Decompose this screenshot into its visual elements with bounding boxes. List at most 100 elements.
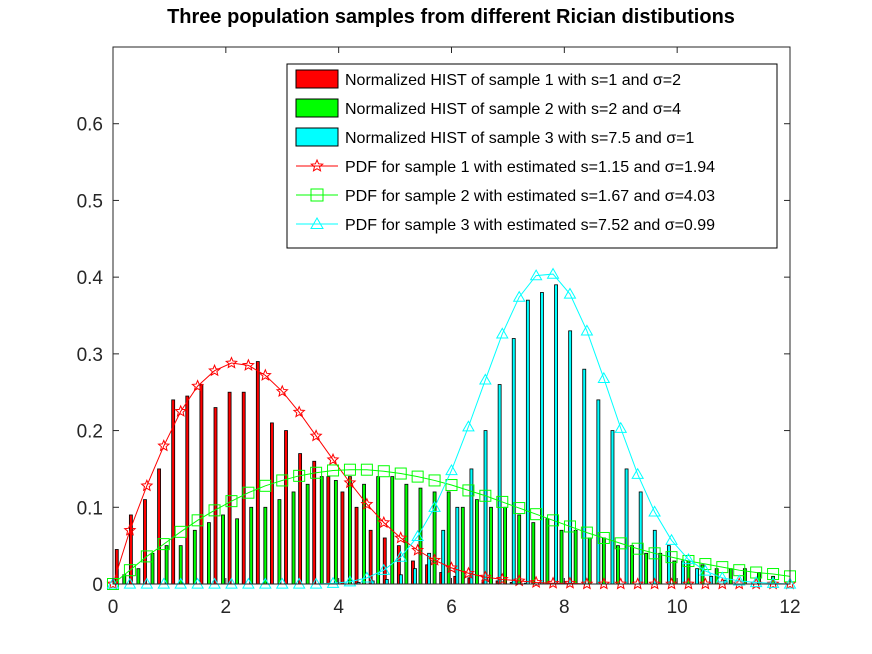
hist-bar <box>255 361 260 585</box>
data-point <box>428 553 442 566</box>
data-point <box>665 577 679 590</box>
data-point <box>242 577 255 589</box>
data-point <box>513 502 526 515</box>
data-point <box>310 466 323 479</box>
hist-bar <box>185 395 190 585</box>
data-point <box>614 577 628 590</box>
data-point <box>258 577 272 589</box>
legend-entry: PDF for sample 2 with estimated s=1.67 a… <box>296 188 715 205</box>
data-point <box>242 486 255 499</box>
data-point <box>563 576 577 589</box>
data-point <box>343 475 357 489</box>
hist-bar <box>545 518 550 585</box>
data-point <box>580 526 593 539</box>
legend-label: Normalized HIST of sample 2 with s=2 and… <box>345 101 681 118</box>
legend-entry: Normalized HIST of sample 1 with s=1 and… <box>295 69 681 89</box>
hist-bar <box>610 430 615 585</box>
hist-bar <box>568 330 573 585</box>
data-point <box>496 495 509 508</box>
legend-swatch <box>295 69 339 89</box>
hist-bar <box>469 468 474 585</box>
data-point <box>665 533 678 545</box>
hist-bar <box>601 537 606 585</box>
data-point <box>377 563 391 575</box>
hist-bar <box>474 499 479 585</box>
hist-bar <box>263 506 268 585</box>
data-point <box>411 470 424 483</box>
legend-label: PDF for sample 2 with estimated s=1.67 a… <box>345 188 715 205</box>
legend-box <box>286 63 778 249</box>
y-tick-label: 0.4 <box>77 268 104 289</box>
data-point <box>682 552 695 565</box>
data-point <box>648 547 661 560</box>
legend-entry: Normalized HIST of sample 3 with s=7.5 a… <box>295 127 694 147</box>
data-point <box>546 576 560 589</box>
data-point <box>597 371 611 384</box>
data-point <box>123 523 137 536</box>
data-point <box>411 529 425 542</box>
data-point <box>140 479 154 492</box>
hist-bar <box>404 483 409 585</box>
hist-bar <box>213 407 218 585</box>
data-point <box>293 469 306 482</box>
axes: 0 2 4 6 8 10 12 0 0.1 0.2 0.3 0.4 0.5 0.6 <box>77 46 801 618</box>
data-point <box>309 429 323 442</box>
data-point <box>428 500 441 512</box>
x-tick-label: 12 <box>779 597 800 618</box>
data-point <box>276 474 289 487</box>
legend-entry: Normalized HIST of sample 2 with s=2 and… <box>295 98 681 118</box>
legend-label: PDF for sample 1 with estimated s=1.15 a… <box>345 159 715 176</box>
data-point <box>292 405 306 418</box>
data-point <box>225 577 238 589</box>
x-tick-label: 0 <box>108 597 119 618</box>
data-point <box>631 542 644 555</box>
data-point <box>529 575 543 588</box>
y-tick-label: 0.6 <box>77 115 103 136</box>
data-point <box>123 564 136 577</box>
y-tick-label: 0.1 <box>77 498 103 519</box>
hist-bar <box>157 468 161 585</box>
legend-label: PDF for sample 3 with estimated s=7.52 a… <box>345 217 715 234</box>
x-tick-label: 10 <box>667 597 688 618</box>
data-point <box>512 574 526 587</box>
data-point <box>597 577 611 590</box>
hist-bar <box>596 399 601 585</box>
hist-bar <box>376 476 381 585</box>
data-point <box>698 577 712 590</box>
hist-bar <box>235 518 240 585</box>
data-point <box>462 420 475 432</box>
data-point <box>360 463 373 476</box>
hist-bar <box>695 568 699 585</box>
x-tick-label: 2 <box>221 597 232 618</box>
data-point <box>140 550 153 563</box>
hist-bar <box>305 483 310 585</box>
hist-bar <box>382 537 387 585</box>
y-tick-label: 0.5 <box>77 191 103 212</box>
data-point <box>394 467 407 480</box>
hist-bar <box>143 499 147 585</box>
y-tick-label: 0.2 <box>77 422 103 443</box>
data-point <box>327 464 340 477</box>
data-point <box>310 188 324 202</box>
data-point <box>479 489 492 502</box>
legend-label: Normalized HIST of sample 1 with s=1 and… <box>345 72 681 89</box>
hist-bar <box>554 284 558 585</box>
x-tick-label: 6 <box>446 597 457 618</box>
data-point <box>648 577 662 590</box>
data-point <box>377 465 390 478</box>
data-point <box>648 505 661 517</box>
data-point <box>631 577 645 590</box>
hist-bar <box>672 560 677 585</box>
data-point <box>174 525 187 538</box>
hist-bar <box>277 499 282 585</box>
hist-bar <box>207 522 211 585</box>
y-tick-label: 0 <box>92 575 103 596</box>
hist-bar <box>340 491 345 585</box>
data-point <box>767 568 780 581</box>
data-point <box>394 531 408 544</box>
data-point <box>614 537 627 550</box>
hist-bar <box>227 391 232 585</box>
data-point <box>343 575 357 587</box>
legend-label: Normalized HIST of sample 3 with s=7.5 a… <box>345 130 694 147</box>
hist-bar <box>249 506 254 585</box>
